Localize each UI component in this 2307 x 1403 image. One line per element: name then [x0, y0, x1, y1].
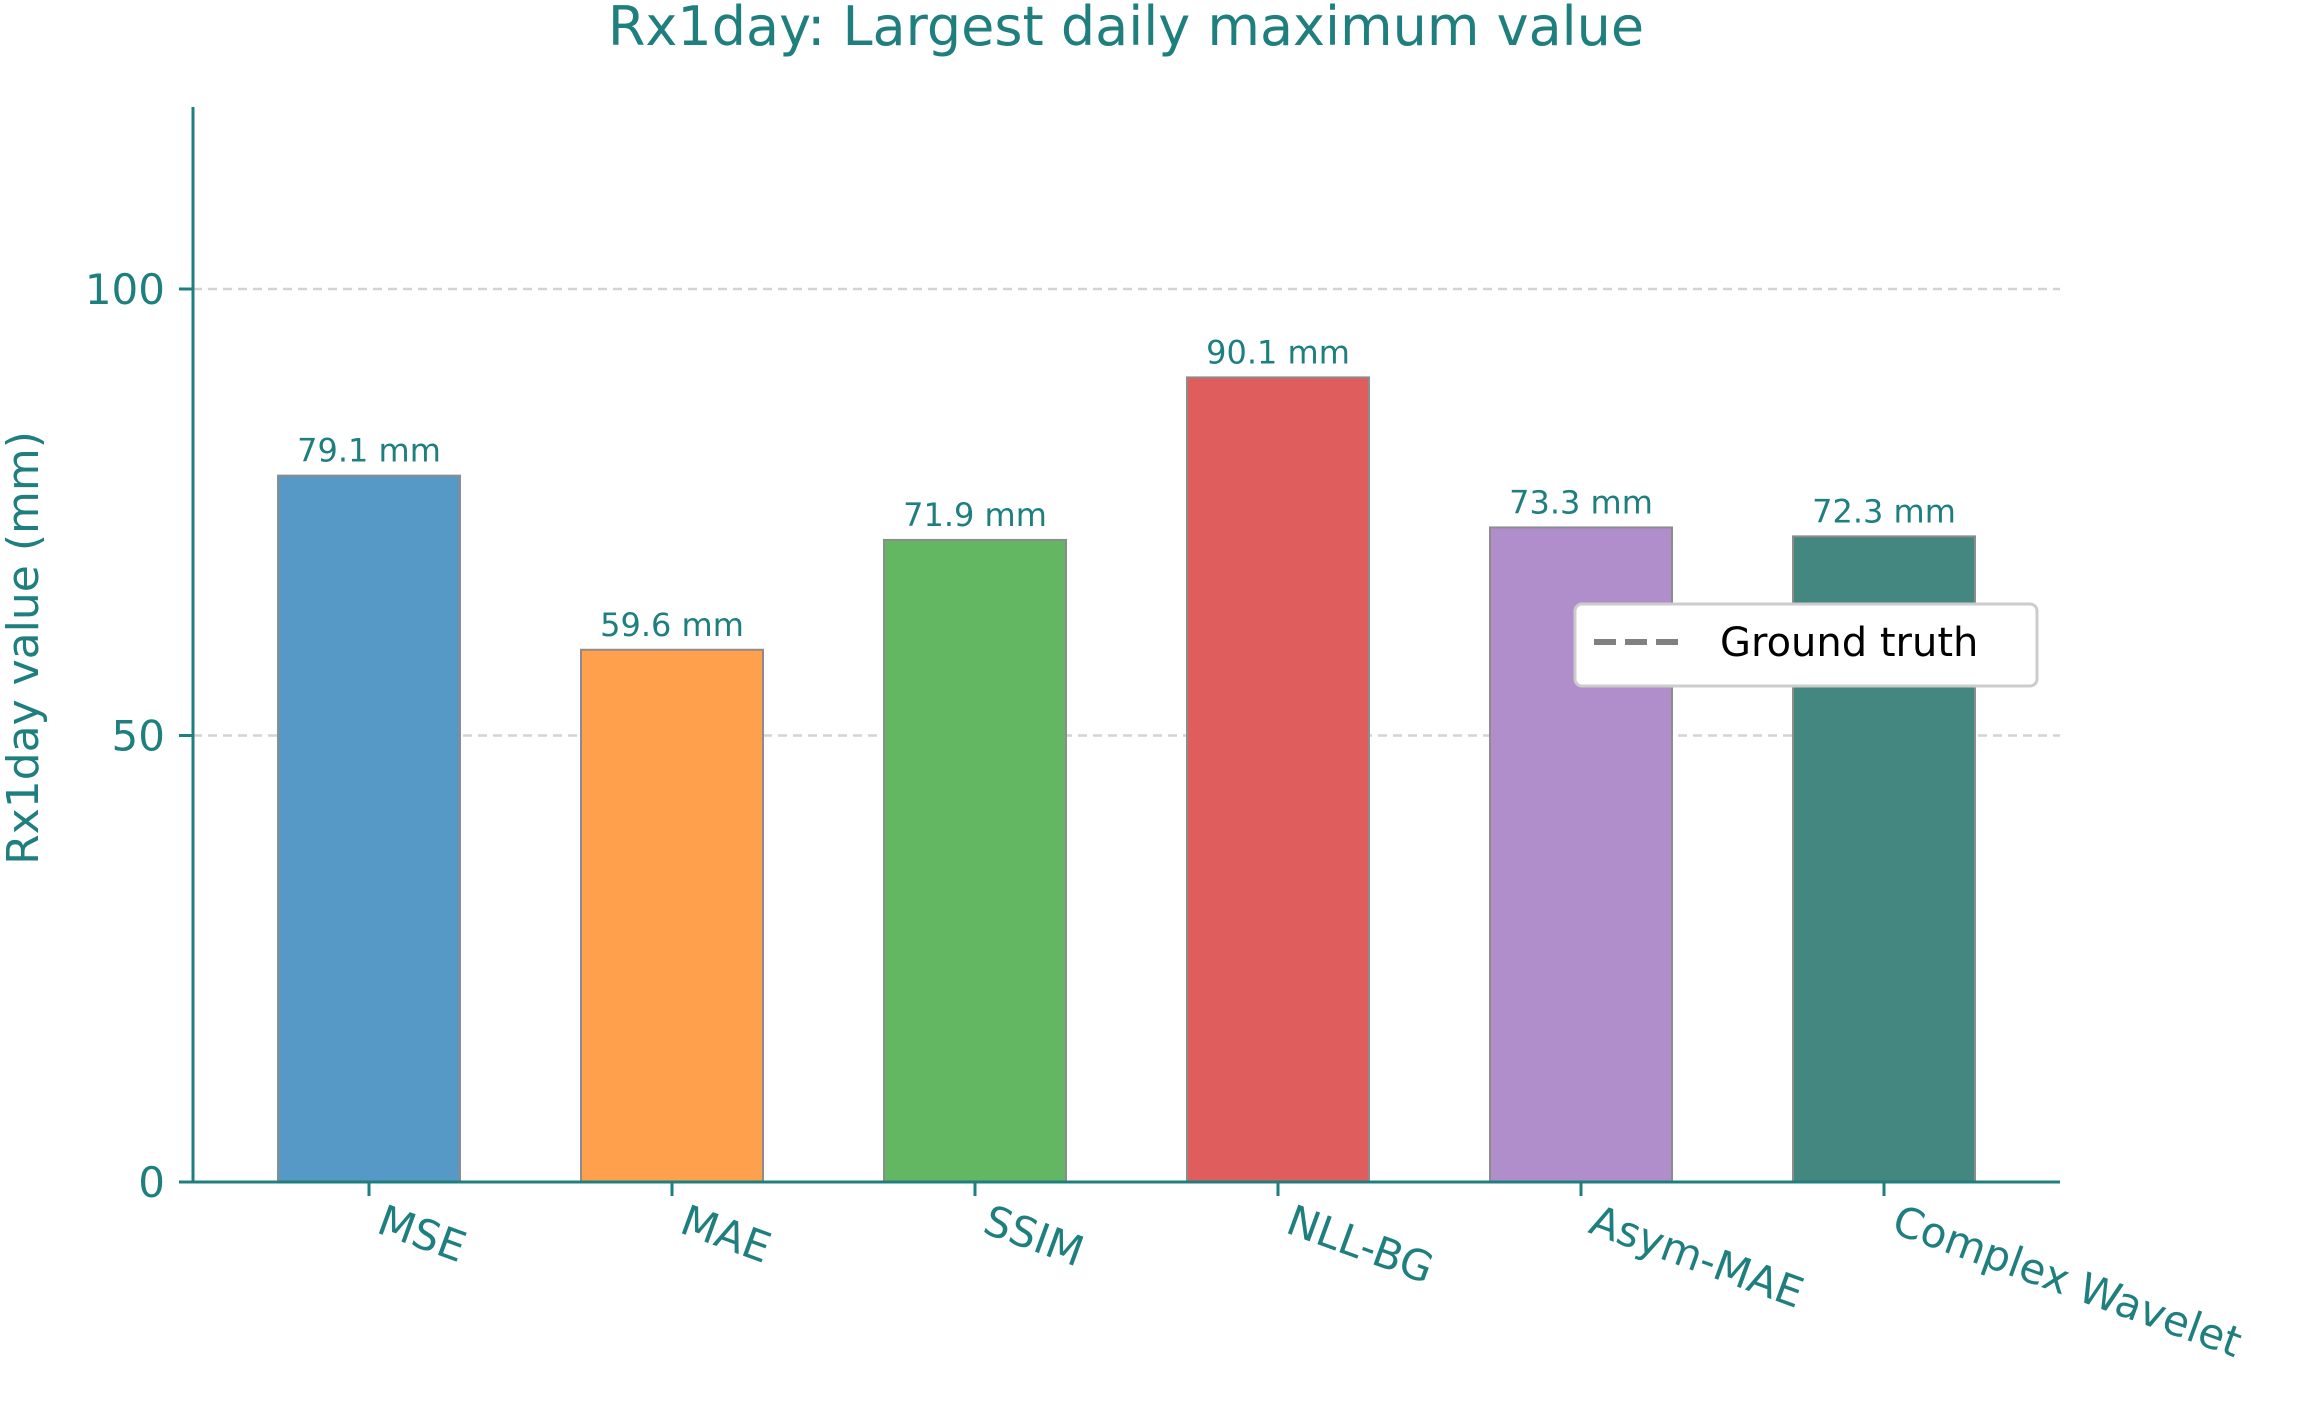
chart-title: Rx1day: Largest daily maximum value — [608, 0, 1644, 58]
y-ticks: 050100150200 — [85, 265, 193, 1207]
x-ticks: MSE MAE SSIM NLL-BG Asym-MAE Complex Wavelet — [367, 1182, 2248, 1367]
y-tick-label-0: 0 — [138, 1158, 165, 1207]
data-label-complex-wavelet: 72.3 mm — [1812, 492, 1956, 530]
legend: Ground truth — [1573, 602, 2039, 688]
x-tick-label-asym-mae: Asym-MAE — [1584, 1195, 1810, 1317]
x-tick-label-mae: MAE — [675, 1195, 778, 1272]
bar-ssim — [883, 538, 1067, 1183]
bar-mse — [277, 474, 461, 1183]
bars — [277, 376, 1976, 1184]
data-labels: 79.1 mm 59.6 mm 71.9 mm 90.1 mm 73.3 mm 72.3 … — [297, 333, 1956, 643]
bar-mae — [580, 648, 764, 1183]
data-label-nll-bg: 90.1 mm — [1206, 333, 1350, 371]
x-tick-label-complex-wavelet: Complex Wavelet — [1887, 1195, 2248, 1367]
legend-ground-truth-label: Ground truth — [1720, 620, 1978, 666]
x-tick-label-mse: MSE — [372, 1195, 473, 1272]
legend-frame — [1573, 602, 2039, 688]
grid — [193, 287, 2060, 737]
axes — [191, 107, 2060, 1184]
y-tick-label-100: 100 — [85, 265, 165, 314]
data-label-ssim: 71.9 mm — [903, 496, 1047, 534]
bar-nll-bg — [1186, 376, 1370, 1184]
data-label-mse: 79.1 mm — [297, 432, 441, 470]
y-tick-label-50: 50 — [112, 712, 165, 761]
data-label-asym-mae: 73.3 mm — [1509, 483, 1653, 521]
data-label-mae: 59.6 mm — [600, 606, 744, 644]
y-axis-label: Rx1day value (mm) — [0, 431, 49, 865]
x-tick-label-nll-bg: NLL-BG — [1281, 1195, 1440, 1293]
x-tick-label-ssim: SSIM — [978, 1195, 1091, 1276]
